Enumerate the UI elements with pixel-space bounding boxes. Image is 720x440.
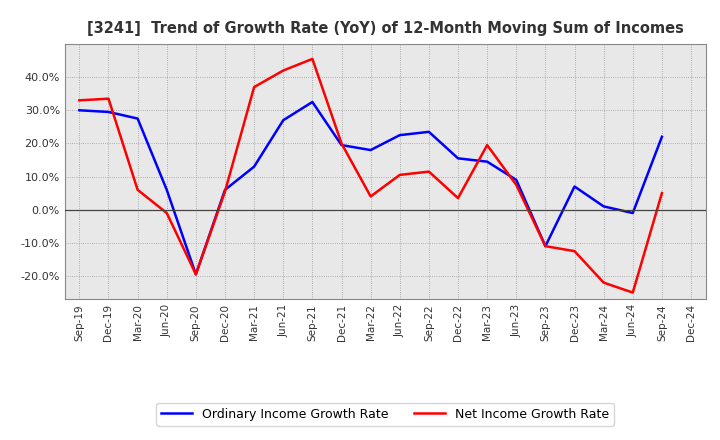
Ordinary Income Growth Rate <box>163 187 171 192</box>
Net Income Growth Rate <box>541 243 550 249</box>
Ordinary Income Growth Rate <box>599 204 608 209</box>
Net Income Growth Rate <box>308 56 317 62</box>
Net Income Growth Rate <box>599 280 608 285</box>
Net Income Growth Rate <box>454 195 462 201</box>
Net Income Growth Rate <box>629 290 637 295</box>
Net Income Growth Rate <box>395 172 404 178</box>
Ordinary Income Growth Rate <box>541 243 550 249</box>
Ordinary Income Growth Rate <box>425 129 433 135</box>
Net Income Growth Rate <box>366 194 375 199</box>
Ordinary Income Growth Rate <box>279 117 287 123</box>
Net Income Growth Rate <box>279 68 287 73</box>
Legend: Ordinary Income Growth Rate, Net Income Growth Rate: Ordinary Income Growth Rate, Net Income … <box>156 403 614 425</box>
Ordinary Income Growth Rate <box>308 99 317 105</box>
Net Income Growth Rate <box>657 191 666 196</box>
Net Income Growth Rate <box>512 182 521 187</box>
Ordinary Income Growth Rate <box>250 164 258 169</box>
Ordinary Income Growth Rate <box>395 132 404 138</box>
Ordinary Income Growth Rate <box>133 116 142 121</box>
Ordinary Income Growth Rate <box>454 156 462 161</box>
Net Income Growth Rate <box>104 96 113 101</box>
Ordinary Income Growth Rate <box>337 143 346 148</box>
Line: Ordinary Income Growth Rate: Ordinary Income Growth Rate <box>79 102 662 275</box>
Net Income Growth Rate <box>250 84 258 90</box>
Net Income Growth Rate <box>337 141 346 146</box>
Net Income Growth Rate <box>220 189 229 194</box>
Ordinary Income Growth Rate <box>512 177 521 183</box>
Net Income Growth Rate <box>483 143 492 148</box>
Line: Net Income Growth Rate: Net Income Growth Rate <box>79 59 662 293</box>
Net Income Growth Rate <box>425 169 433 174</box>
Ordinary Income Growth Rate <box>570 184 579 189</box>
Net Income Growth Rate <box>163 210 171 216</box>
Ordinary Income Growth Rate <box>629 210 637 216</box>
Ordinary Income Growth Rate <box>75 108 84 113</box>
Net Income Growth Rate <box>192 272 200 277</box>
Net Income Growth Rate <box>75 98 84 103</box>
Ordinary Income Growth Rate <box>192 272 200 277</box>
Net Income Growth Rate <box>570 249 579 254</box>
Ordinary Income Growth Rate <box>220 187 229 192</box>
Ordinary Income Growth Rate <box>657 134 666 139</box>
Net Income Growth Rate <box>133 187 142 192</box>
Title: [3241]  Trend of Growth Rate (YoY) of 12-Month Moving Sum of Incomes: [3241] Trend of Growth Rate (YoY) of 12-… <box>87 21 683 36</box>
Ordinary Income Growth Rate <box>104 109 113 114</box>
Ordinary Income Growth Rate <box>483 159 492 164</box>
Ordinary Income Growth Rate <box>366 147 375 153</box>
